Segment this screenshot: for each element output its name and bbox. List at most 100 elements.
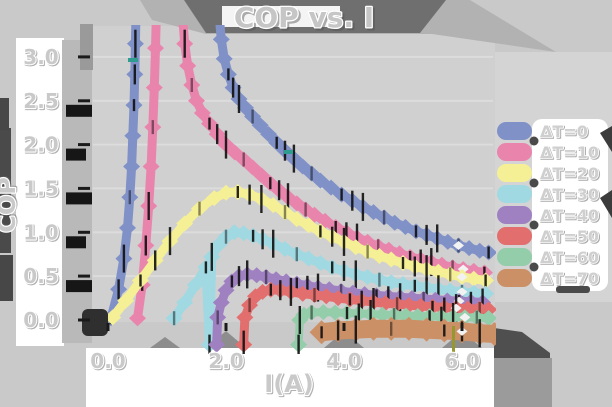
legend-swatch-dt50 [497,227,532,245]
error-bar [351,190,354,211]
end-marker-diamond [456,272,468,282]
error-bar [246,260,249,289]
point-marker [376,295,394,312]
error-bar [401,257,405,269]
error-bar-shaded [295,247,298,262]
error-bar [306,275,309,296]
error-bar-shaded [198,201,201,216]
y-tick-shadow [66,148,86,161]
legend-edge-blob [556,286,590,293]
error-bar [336,320,340,341]
error-bar [319,225,322,238]
error-bar-shaded [395,297,399,312]
error-bar-shaded [310,166,313,181]
legend-swatch-dt10 [497,143,532,161]
error-bar [469,291,473,312]
error-bar-shaded [304,202,307,217]
y-tick-shadow [66,280,92,293]
point-marker [145,79,163,96]
error-bar [345,307,349,319]
error-bar [216,124,219,145]
error-bar-shaded [151,120,154,135]
error-bar-shaded [366,244,369,259]
series-dt60 [290,300,496,354]
point-marker [117,292,135,309]
error-bar [117,279,120,300]
error-bar [340,188,343,201]
legend-label-dt50: ΔT=50 [540,227,599,246]
y-tick-shadow [66,192,92,205]
point-marker [264,197,282,214]
error-bar [210,242,213,271]
x-tick-label: 2.0 [208,349,243,373]
legend-edge-blob [529,136,539,146]
x-axis-label: I(A) [264,370,313,398]
legend-swatch-dt20 [497,164,532,182]
error-bar [297,334,300,354]
gridline [93,55,493,58]
error-bar-shaded [449,267,452,282]
y-tick-mark [78,318,90,322]
gridline [93,231,493,234]
error-bar-shaded [377,239,380,254]
error-bar-shaded [475,310,478,325]
error-bar [133,64,136,85]
error-bar-shaded [392,308,396,323]
error-bar [208,117,211,130]
error-bar [122,244,126,273]
error-bar [289,277,293,306]
ylabel-backdrop [0,128,11,253]
error-bar [331,261,334,274]
point-marker [129,310,146,327]
error-bar [484,274,487,287]
error-bar [230,275,234,288]
error-bar [481,288,484,317]
top-left-gray-column [80,24,93,70]
error-bar-shaded [128,190,131,205]
point-marker [306,206,323,223]
error-bar [342,227,346,256]
y-tick-mark [78,230,90,234]
error-bar [483,266,486,279]
legend-swatch-dt0 [497,122,532,140]
error-bar [375,289,378,302]
y-tick-label: 2.0 [23,133,58,157]
legend-label-dt10: ΔT=10 [540,143,599,162]
error-bar [231,77,235,98]
left-edge-mark-top [0,98,9,130]
error-bar [224,130,228,159]
x-tick-label: 6.0 [444,349,479,373]
error-bar-shaded [216,310,219,325]
error-bar [236,186,239,198]
y-tick-mark [78,143,90,147]
error-bar [168,227,172,256]
series-dt0 [102,25,496,327]
point-marker [142,158,160,175]
y-tick-mark [78,274,90,278]
y-tick-label: 1.0 [23,220,58,244]
gridline [93,99,493,102]
error-bar [227,68,230,81]
y-tick-label: 0.0 [23,308,58,332]
error-bar [132,99,136,112]
point-marker [176,294,194,311]
error-bar [277,180,281,201]
legend-swatch-dt30 [497,185,532,203]
point-marker [236,309,254,326]
point-marker [311,172,329,189]
error-bar [331,226,334,247]
error-bar [413,279,416,292]
error-bar [369,300,372,328]
point-marker [212,294,230,311]
error-bar [292,144,296,173]
point-marker [179,57,197,74]
error-bar [269,177,272,190]
y-tick-label: 0.5 [23,264,58,288]
legend-edge-wedge [600,190,612,218]
point-marker [147,40,164,57]
error-bar [443,297,446,318]
error-bar [487,246,490,259]
point-marker [288,211,306,228]
error-bar [295,277,298,290]
error-bar [279,280,282,301]
